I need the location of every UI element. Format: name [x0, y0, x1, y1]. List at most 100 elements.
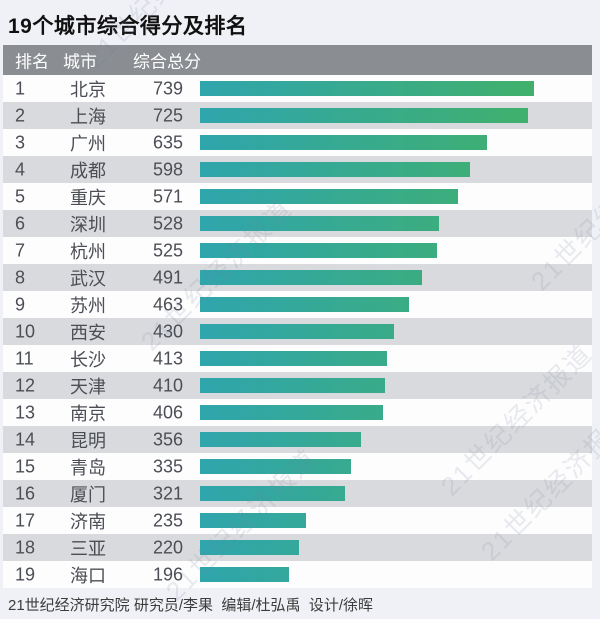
- city-column-header: 城市: [63, 52, 97, 72]
- score-bar: [200, 216, 439, 231]
- table-row: 16 厦门 321: [3, 480, 592, 507]
- table-row: 10 西安 430: [3, 318, 592, 345]
- city-cell: 上海: [70, 106, 106, 127]
- city-cell: 杭州: [70, 241, 106, 262]
- city-cell: 重庆: [70, 187, 106, 208]
- city-cell: 广州: [70, 133, 106, 154]
- city-cell: 济南: [70, 511, 106, 532]
- rank-cell: 10: [15, 321, 36, 341]
- table-row: 6 深圳 528: [3, 210, 592, 237]
- rank-cell: 11: [15, 348, 34, 368]
- table-row: 1 北京 739: [3, 75, 592, 102]
- city-cell: 苏州: [70, 295, 106, 316]
- rank-cell: 6: [15, 213, 26, 233]
- score-bar: [200, 405, 383, 420]
- score-bar: [200, 162, 470, 177]
- city-cell: 青岛: [70, 457, 106, 478]
- score-cell: 725: [153, 105, 184, 125]
- score-cell: 571: [153, 186, 184, 206]
- score-column-header: 综合总分: [133, 52, 201, 72]
- table-row: 11 长沙 413: [3, 345, 592, 372]
- table-row: 19 海口 196: [3, 561, 592, 588]
- score-cell: 321: [153, 483, 184, 503]
- table-row: 5 重庆 571: [3, 183, 592, 210]
- table-row: 14 昆明 356: [3, 426, 592, 453]
- score-bar: [200, 189, 458, 204]
- score-bar: [200, 324, 394, 339]
- rank-cell: 9: [15, 294, 26, 314]
- score-bar: [200, 135, 487, 150]
- score-bar: [200, 270, 422, 285]
- page-title: 19个城市综合得分及排名: [8, 15, 248, 38]
- rank-cell: 2: [15, 105, 26, 125]
- table-row: 7 杭州 525: [3, 237, 592, 264]
- rank-cell: 17: [15, 510, 36, 530]
- rank-cell: 19: [15, 564, 36, 584]
- city-cell: 昆明: [70, 430, 106, 451]
- score-cell: 235: [153, 510, 184, 530]
- rank-cell: 5: [15, 186, 26, 206]
- score-cell: 410: [153, 375, 184, 395]
- table-row: 2 上海 725: [3, 102, 592, 129]
- score-cell: 413: [153, 348, 184, 368]
- score-cell: 430: [153, 321, 184, 341]
- score-cell: 635: [153, 132, 184, 152]
- rank-cell: 15: [15, 456, 36, 476]
- city-cell: 天津: [70, 376, 106, 397]
- score-bar: [200, 378, 385, 393]
- table-row: 18 三亚 220: [3, 534, 592, 561]
- score-cell: 491: [153, 267, 184, 287]
- table-row: 12 天津 410: [3, 372, 592, 399]
- score-cell: 220: [153, 537, 184, 557]
- city-cell: 南京: [70, 403, 106, 424]
- table-row: 13 南京 406: [3, 399, 592, 426]
- rank-cell: 16: [15, 483, 36, 503]
- rank-column-header: 排名: [15, 52, 49, 72]
- rank-cell: 1: [15, 78, 26, 98]
- city-cell: 武汉: [70, 268, 106, 289]
- score-bar: [200, 351, 387, 366]
- city-cell: 成都: [70, 160, 106, 181]
- city-cell: 长沙: [70, 349, 106, 370]
- score-cell: 335: [153, 456, 184, 476]
- city-cell: 厦门: [70, 484, 106, 505]
- score-bar: [200, 540, 299, 555]
- score-cell: 406: [153, 402, 184, 422]
- score-bar: [200, 513, 306, 528]
- rank-cell: 4: [15, 159, 26, 179]
- score-cell: 528: [153, 213, 184, 233]
- score-cell: 739: [153, 78, 184, 98]
- table-row: 9 苏州 463: [3, 291, 592, 318]
- city-cell: 三亚: [70, 538, 106, 559]
- score-bar: [200, 243, 437, 258]
- score-cell: 356: [153, 429, 184, 449]
- rank-cell: 18: [15, 537, 36, 557]
- rank-cell: 13: [15, 402, 36, 422]
- table-row: 8 武汉 491: [3, 264, 592, 291]
- score-cell: 463: [153, 294, 184, 314]
- table-row: 15 青岛 335: [3, 453, 592, 480]
- score-bar: [200, 486, 345, 501]
- score-cell: 598: [153, 159, 184, 179]
- table-row: 3 广州 635: [3, 129, 592, 156]
- table-row: 4 成都 598: [3, 156, 592, 183]
- city-cell: 西安: [70, 322, 106, 343]
- rank-cell: 7: [15, 240, 26, 260]
- score-bar: [200, 297, 409, 312]
- score-bar: [200, 81, 534, 96]
- score-cell: 525: [153, 240, 184, 260]
- table-header-row: 排名 城市 综合总分: [3, 45, 592, 75]
- rank-cell: 3: [15, 132, 26, 152]
- city-cell: 深圳: [70, 214, 106, 235]
- city-cell: 北京: [70, 79, 106, 100]
- rank-cell: 8: [15, 267, 26, 287]
- credits-footer: 21世纪经济研究院 研究员/李果 编辑/杜弘禹 设计/徐晖: [8, 597, 374, 614]
- score-bar: [200, 108, 528, 123]
- city-cell: 海口: [70, 565, 106, 586]
- score-bar: [200, 432, 361, 447]
- score-bar: [200, 567, 289, 582]
- ranking-table: 排名 城市 综合总分 1 北京 739 2 上海 725 3 广州 635 4 成都 598 5 重庆 57…: [3, 45, 592, 588]
- rank-cell: 14: [15, 429, 36, 449]
- table-rows: 1 北京 739 2 上海 725 3 广州 635 4 成都 598 5 重庆 571 6 深圳 528 7 杭州 5…: [3, 75, 592, 588]
- score-cell: 196: [153, 564, 184, 584]
